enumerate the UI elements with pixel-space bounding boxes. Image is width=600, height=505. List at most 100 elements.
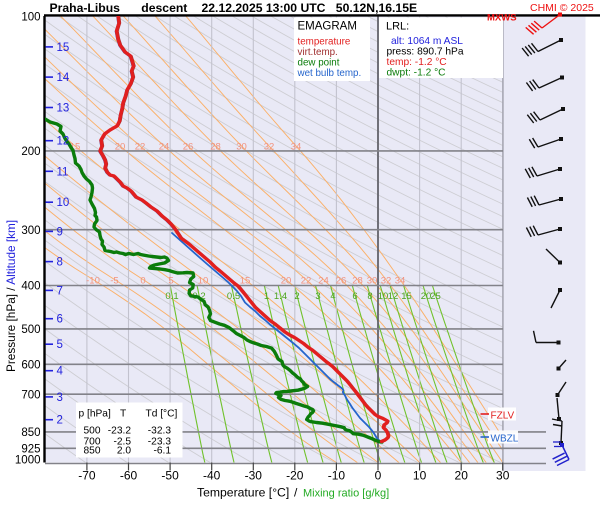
svg-text:1.4: 1.4 xyxy=(274,291,287,302)
svg-text:24: 24 xyxy=(318,276,329,287)
svg-text:T: T xyxy=(120,409,126,420)
svg-text:temperature: temperature xyxy=(298,37,351,48)
svg-text:0.1: 0.1 xyxy=(165,291,178,302)
svg-text:8: 8 xyxy=(367,291,372,302)
svg-text:34: 34 xyxy=(395,276,406,287)
svg-text:13: 13 xyxy=(57,103,70,115)
svg-text:Pressure [hPa] / Altitude [k: Pressure [hPa] / Altitude [km] xyxy=(4,220,18,372)
svg-text:MXWS: MXWS xyxy=(487,13,517,24)
svg-text:200: 200 xyxy=(21,146,40,158)
svg-text:Mixing ratio [g/kg]: Mixing ratio [g/kg] xyxy=(303,488,389,500)
svg-text:20: 20 xyxy=(421,291,432,302)
svg-text:5: 5 xyxy=(168,276,173,287)
svg-text:2: 2 xyxy=(57,415,63,427)
svg-text:10: 10 xyxy=(413,469,427,483)
svg-text:30: 30 xyxy=(236,142,247,153)
svg-text:-20: -20 xyxy=(286,469,304,483)
svg-text:30: 30 xyxy=(367,276,378,287)
svg-text:14: 14 xyxy=(57,72,70,84)
svg-text:10: 10 xyxy=(378,291,389,302)
svg-text:22.12.2025 13:00 UTC: 22.12.2025 13:00 UTC xyxy=(202,1,326,15)
svg-text:/: / xyxy=(294,486,298,500)
svg-text:5: 5 xyxy=(57,339,63,351)
svg-text:LRL:: LRL: xyxy=(386,21,409,33)
svg-text:700: 700 xyxy=(21,389,40,401)
svg-text:Td [°C]: Td [°C] xyxy=(146,409,178,420)
svg-text:-10: -10 xyxy=(328,469,346,483)
svg-text:CHMI © 2025: CHMI © 2025 xyxy=(530,2,594,14)
svg-text:10: 10 xyxy=(57,197,70,209)
svg-text:50.12N,16.15E: 50.12N,16.15E xyxy=(336,1,417,15)
svg-text:-50: -50 xyxy=(161,469,179,483)
svg-text:wet bulb temp.: wet bulb temp. xyxy=(297,68,362,79)
svg-text:-23.2: -23.2 xyxy=(108,426,132,437)
svg-text:850: 850 xyxy=(84,446,101,457)
svg-text:EMAGRAM: EMAGRAM xyxy=(298,21,357,33)
svg-text:virt.temp.: virt.temp. xyxy=(298,47,338,58)
svg-text:8: 8 xyxy=(57,257,63,269)
svg-text:1: 1 xyxy=(264,291,269,302)
svg-text:press: 890.7 hPa: press: 890.7 hPa xyxy=(387,47,464,58)
svg-text:7: 7 xyxy=(57,285,63,297)
svg-text:-23.3: -23.3 xyxy=(148,437,172,448)
svg-text:WBZL: WBZL xyxy=(491,433,519,444)
svg-text:300: 300 xyxy=(21,225,40,237)
svg-text:-60: -60 xyxy=(120,469,138,483)
svg-text:100: 100 xyxy=(21,12,40,24)
svg-text:9: 9 xyxy=(57,226,63,238)
svg-text:6: 6 xyxy=(57,314,63,326)
svg-text:15: 15 xyxy=(57,42,70,54)
svg-text:20: 20 xyxy=(115,142,126,153)
svg-text:2.0: 2.0 xyxy=(117,446,131,457)
svg-text:4: 4 xyxy=(330,291,335,302)
svg-text:1000: 1000 xyxy=(15,455,41,467)
svg-text:-70: -70 xyxy=(78,469,96,483)
svg-text:descent: descent xyxy=(141,1,187,15)
svg-text:FZLV: FZLV xyxy=(491,410,515,421)
svg-text:11: 11 xyxy=(57,166,69,178)
svg-text:24: 24 xyxy=(159,142,170,153)
svg-text:925: 925 xyxy=(21,444,40,456)
svg-text:850: 850 xyxy=(21,427,40,439)
svg-text:temp: -1.2 °C: temp: -1.2 °C xyxy=(387,57,447,68)
svg-text:dwpt: -1.2 °C: dwpt: -1.2 °C xyxy=(387,68,446,79)
svg-text:26: 26 xyxy=(336,276,347,287)
svg-text:3: 3 xyxy=(57,392,63,404)
svg-text:-30: -30 xyxy=(245,469,263,483)
svg-text:-32.3: -32.3 xyxy=(148,426,172,437)
svg-text:28: 28 xyxy=(352,276,363,287)
svg-text:dew point: dew point xyxy=(298,58,340,69)
svg-text:2: 2 xyxy=(294,291,299,302)
svg-text:600: 600 xyxy=(21,360,40,372)
svg-text:12: 12 xyxy=(57,136,70,148)
svg-text:0.5: 0.5 xyxy=(227,291,240,302)
svg-text:500: 500 xyxy=(84,426,101,437)
svg-text:34: 34 xyxy=(291,142,302,153)
svg-text:-40: -40 xyxy=(203,469,221,483)
svg-text:500: 500 xyxy=(21,324,40,336)
svg-text:alt: 1064 m ASL: alt: 1064 m ASL xyxy=(391,36,463,47)
svg-text:3: 3 xyxy=(315,291,320,302)
svg-text:32: 32 xyxy=(381,276,392,287)
svg-text:p [hPa]: p [hPa] xyxy=(79,409,111,420)
svg-text:0: 0 xyxy=(140,276,145,287)
svg-text:-10: -10 xyxy=(86,276,100,287)
svg-text:-2.5: -2.5 xyxy=(113,437,131,448)
svg-text:6: 6 xyxy=(352,291,357,302)
svg-text:10: 10 xyxy=(198,276,209,287)
svg-text:12: 12 xyxy=(388,291,399,302)
svg-text:4: 4 xyxy=(57,366,64,378)
svg-text:15: 15 xyxy=(70,142,81,153)
svg-text:-6.1: -6.1 xyxy=(153,446,171,457)
svg-text:15: 15 xyxy=(240,276,251,287)
svg-text:0: 0 xyxy=(375,469,382,483)
svg-text:26: 26 xyxy=(183,142,194,153)
svg-text:28: 28 xyxy=(210,142,221,153)
svg-text:700: 700 xyxy=(84,437,101,448)
svg-text:400: 400 xyxy=(21,281,40,293)
svg-text:20: 20 xyxy=(281,276,292,287)
svg-text:-5: -5 xyxy=(110,276,118,287)
svg-text:30: 30 xyxy=(496,469,510,483)
svg-text:25: 25 xyxy=(430,291,441,302)
svg-text:22: 22 xyxy=(135,142,146,153)
